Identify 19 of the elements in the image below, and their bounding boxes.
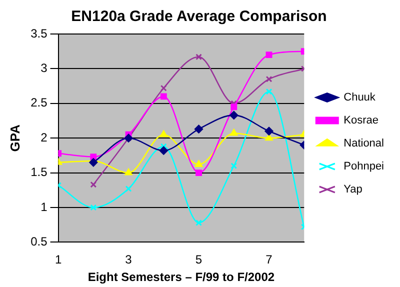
legend-label: Yap [344, 184, 362, 196]
x-tick-label: 5 [195, 252, 202, 267]
x-tick-label: 3 [125, 252, 132, 267]
legend-label: Chuuk [344, 92, 376, 104]
y-axis-title: GPA [7, 124, 22, 152]
y-tick-label: 2 [40, 130, 48, 144]
y-tick-label: 1.5 [30, 165, 48, 180]
legend-label: Kosrae [344, 114, 378, 127]
y-tick-label: 3.5 [30, 26, 48, 40]
x-tick-label: 7 [266, 252, 273, 267]
legend-label: Pohnpei [344, 160, 384, 173]
y-tick-label: 0.5 [30, 234, 48, 249]
y-tick-label: 1 [40, 200, 48, 214]
chart-title: EN120a Grade Average Comparison [71, 8, 327, 26]
y-tick-label: 2.5 [30, 96, 48, 110]
y-tick-label: 3 [40, 61, 48, 76]
x-axis-title: Eight Semesters – F/99 to F/2002 [88, 270, 275, 284]
legend-label: National [344, 138, 384, 150]
x-tick-label: 1 [54, 252, 62, 267]
